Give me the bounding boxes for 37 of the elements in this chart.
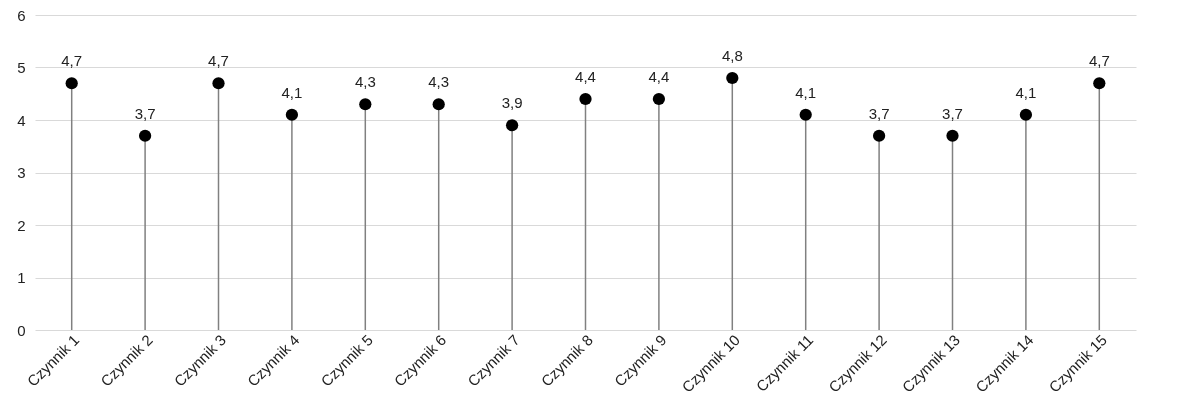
- point: [505, 119, 519, 132]
- data-label: 4,1: [1015, 83, 1037, 101]
- y-tick-label: 1: [17, 269, 26, 286]
- data-label: 4,4: [575, 68, 596, 85]
- point: [726, 71, 739, 85]
- data-label: 4,1: [281, 83, 303, 101]
- point: [872, 129, 886, 142]
- data-label: 4,7: [1088, 52, 1110, 70]
- y-tick-label: 3: [17, 164, 26, 181]
- y-tick-label: 0: [17, 321, 26, 339]
- data-label: 4,1: [795, 83, 817, 101]
- data-label: 4,3: [428, 73, 450, 91]
- point: [652, 92, 666, 106]
- point: [285, 108, 299, 121]
- data-label: 3,9: [501, 94, 523, 112]
- point: [359, 98, 372, 111]
- y-tick-label: 6: [17, 6, 26, 24]
- point: [138, 129, 152, 142]
- data-label: 4,7: [61, 52, 83, 70]
- point: [432, 98, 445, 111]
- data-label: 4,8: [721, 47, 743, 64]
- point: [946, 129, 959, 142]
- data-label: 3,7: [868, 104, 890, 122]
- y-tick-label: 2: [17, 216, 26, 234]
- y-tick-label: 4: [17, 111, 26, 129]
- point: [212, 77, 225, 90]
- data-label: 3,7: [134, 104, 156, 122]
- point: [1093, 77, 1106, 90]
- point: [579, 92, 592, 106]
- point: [65, 77, 78, 90]
- point: [799, 108, 812, 121]
- point: [1019, 108, 1033, 121]
- data-label: 4,3: [354, 73, 376, 91]
- data-label: 4,4: [648, 68, 670, 85]
- data-label: 4,7: [208, 52, 229, 70]
- y-tick-label: 5: [17, 59, 26, 76]
- data-label: 3,7: [942, 104, 963, 122]
